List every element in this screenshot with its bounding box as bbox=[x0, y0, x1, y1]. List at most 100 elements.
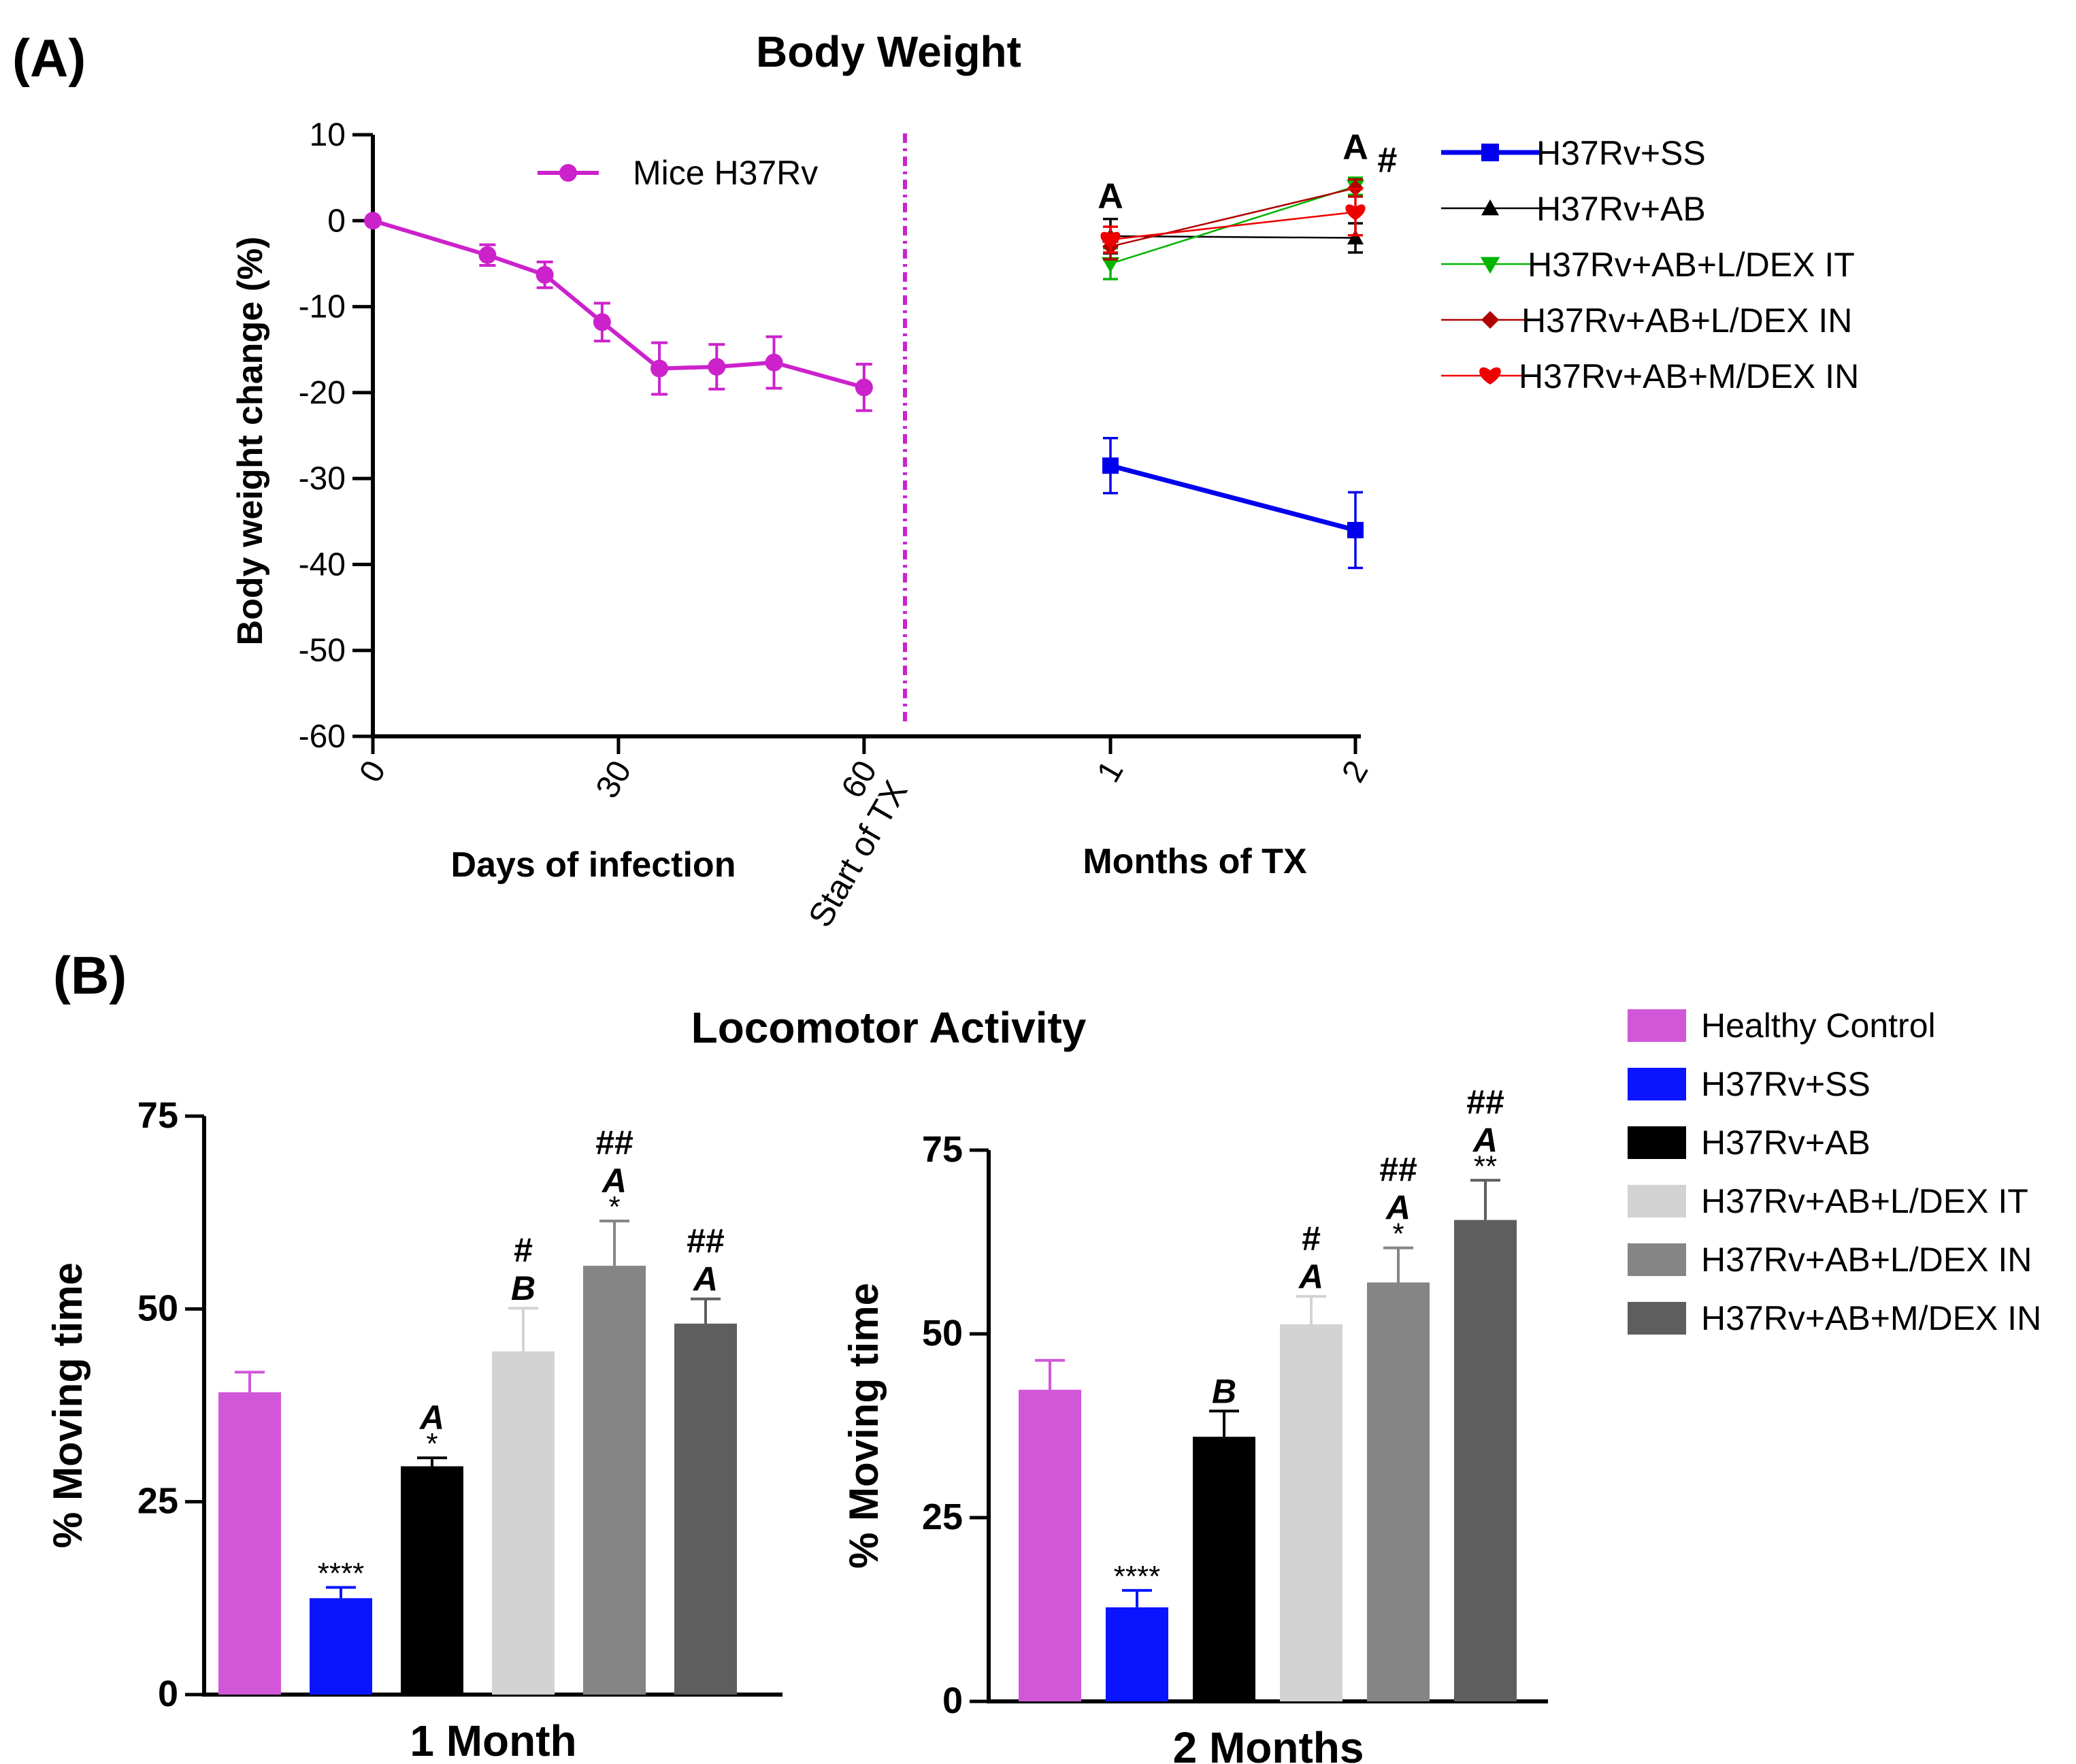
x-tick-label: 0 bbox=[352, 755, 393, 789]
series-line bbox=[1110, 187, 1356, 248]
y-tick-label: 0 bbox=[942, 1680, 963, 1721]
days-x-label: Days of infection bbox=[451, 845, 736, 885]
legend-swatch bbox=[1628, 1068, 1686, 1100]
bar bbox=[1367, 1282, 1430, 1701]
y-tick-label: -50 bbox=[299, 633, 346, 669]
legend-label: H37Rv+AB+L/DEX IT bbox=[1701, 1182, 2028, 1220]
y-tick-label: 50 bbox=[137, 1288, 178, 1328]
series-line bbox=[1110, 185, 1356, 265]
significance-annotation: **** bbox=[1114, 1560, 1161, 1593]
bar bbox=[583, 1265, 646, 1695]
data-point bbox=[1345, 204, 1366, 220]
legend-swatch bbox=[1628, 1009, 1686, 1042]
significance-annotation: # bbox=[514, 1231, 533, 1269]
x-tick-label: 2 bbox=[1335, 755, 1375, 789]
legend-label: H37Rv+AB bbox=[1536, 190, 1706, 228]
months-x-label: Months of TX bbox=[1083, 842, 1307, 881]
y-tick-label: 75 bbox=[922, 1129, 963, 1170]
data-point bbox=[650, 359, 669, 378]
y-tick-label: 0 bbox=[158, 1673, 178, 1714]
series-line-mice-h37rv bbox=[372, 218, 865, 390]
significance-annotation: ## bbox=[595, 1124, 633, 1162]
legend-swatch bbox=[1628, 1243, 1686, 1276]
significance-annotation: A bbox=[418, 1399, 444, 1437]
bar bbox=[1193, 1437, 1255, 1701]
legend-label: H37Rv+AB+M/DEX IN bbox=[1701, 1299, 2041, 1337]
significance-annotation: # bbox=[1302, 1220, 1321, 1258]
bar bbox=[492, 1351, 555, 1695]
legend-marker-mice-h37rv bbox=[559, 164, 577, 182]
y-tick-label: 75 bbox=[137, 1095, 178, 1136]
y-tick-label: -20 bbox=[299, 375, 346, 411]
data-point bbox=[855, 378, 873, 397]
significance-annotation: # bbox=[1377, 140, 1397, 180]
y-tick-label: 0 bbox=[327, 203, 346, 239]
y-tick-label: -30 bbox=[299, 461, 346, 497]
legend-label-mice-h37rv: Mice H37Rv bbox=[633, 154, 818, 192]
series-line bbox=[1110, 463, 1356, 533]
significance-annotation: A bbox=[1098, 176, 1123, 216]
legend-label: H37Rv+AB+L/DEX IN bbox=[1701, 1241, 2032, 1279]
body-weight-title: Body Weight bbox=[756, 27, 1021, 76]
data-point bbox=[708, 357, 726, 376]
bar bbox=[1019, 1390, 1081, 1701]
legend-marker bbox=[1479, 367, 1501, 385]
bar bbox=[401, 1466, 463, 1695]
legend-label: H37Rv+SS bbox=[1701, 1065, 1871, 1103]
legend-label: H37Rv+AB+L/DEX IN bbox=[1521, 301, 1852, 340]
x-tick-label: 1 bbox=[1090, 755, 1130, 789]
legend-marker bbox=[1481, 199, 1499, 216]
data-point bbox=[364, 212, 382, 230]
x-axis-label: 1 Month bbox=[410, 1716, 576, 1764]
data-point bbox=[1347, 521, 1364, 538]
legend-label: H37Rv+AB+M/DEX IN bbox=[1519, 357, 1859, 395]
x-tick-label: 30 bbox=[589, 755, 639, 804]
data-point bbox=[765, 353, 783, 372]
bar bbox=[310, 1598, 372, 1695]
significance-annotation: ## bbox=[1466, 1083, 1504, 1121]
y-tick-label: -40 bbox=[299, 546, 346, 583]
significance-annotation: A bbox=[601, 1162, 627, 1200]
data-point bbox=[536, 265, 554, 284]
legend-label: H37Rv+SS bbox=[1536, 134, 1706, 172]
bar bbox=[218, 1392, 281, 1695]
significance-annotation: **** bbox=[318, 1556, 365, 1590]
significance-annotation: B bbox=[1212, 1372, 1236, 1410]
significance-annotation: A bbox=[1342, 127, 1368, 167]
y-tick-label: 25 bbox=[922, 1497, 963, 1537]
panel-a-label: (A) bbox=[12, 28, 86, 88]
significance-annotation: A bbox=[1298, 1258, 1323, 1296]
significance-annotation: ## bbox=[687, 1222, 725, 1260]
significance-annotation: ## bbox=[1379, 1151, 1417, 1189]
legend-marker bbox=[1480, 257, 1500, 274]
legend-label: H37Rv+AB+L/DEX IT bbox=[1528, 246, 1855, 284]
significance-annotation: A bbox=[1472, 1121, 1498, 1159]
y-tick-label: -60 bbox=[299, 719, 346, 755]
significance-annotation: ** bbox=[1474, 1149, 1497, 1183]
body-weight-y-label: Body weight change (%) bbox=[231, 237, 270, 646]
legend-marker bbox=[1481, 144, 1499, 161]
x-axis-label: 2 Months bbox=[1173, 1723, 1364, 1764]
significance-annotation: A bbox=[1385, 1189, 1411, 1227]
legend-swatch bbox=[1628, 1185, 1686, 1218]
data-point bbox=[1101, 257, 1120, 273]
legend-label: H37Rv+AB bbox=[1701, 1124, 1871, 1162]
y-axis-label: % Moving time bbox=[45, 1262, 90, 1548]
y-tick-label: 10 bbox=[310, 117, 346, 153]
bar bbox=[674, 1323, 737, 1695]
legend-marker bbox=[1481, 311, 1499, 329]
bar bbox=[1106, 1607, 1168, 1701]
y-axis-label: % Moving time bbox=[841, 1283, 887, 1569]
y-tick-label: 50 bbox=[922, 1313, 963, 1354]
significance-annotation: * bbox=[608, 1190, 620, 1224]
bar bbox=[1280, 1324, 1342, 1701]
data-point bbox=[593, 313, 611, 331]
data-point bbox=[1100, 231, 1121, 248]
significance-annotation: A bbox=[692, 1260, 718, 1298]
bar-legend: Healthy Control H37Rv+SS H37Rv+AB H37Rv+AB+… bbox=[1628, 1007, 2041, 1337]
y-tick-label: 25 bbox=[137, 1481, 178, 1522]
y-tick-label: -10 bbox=[299, 289, 346, 325]
